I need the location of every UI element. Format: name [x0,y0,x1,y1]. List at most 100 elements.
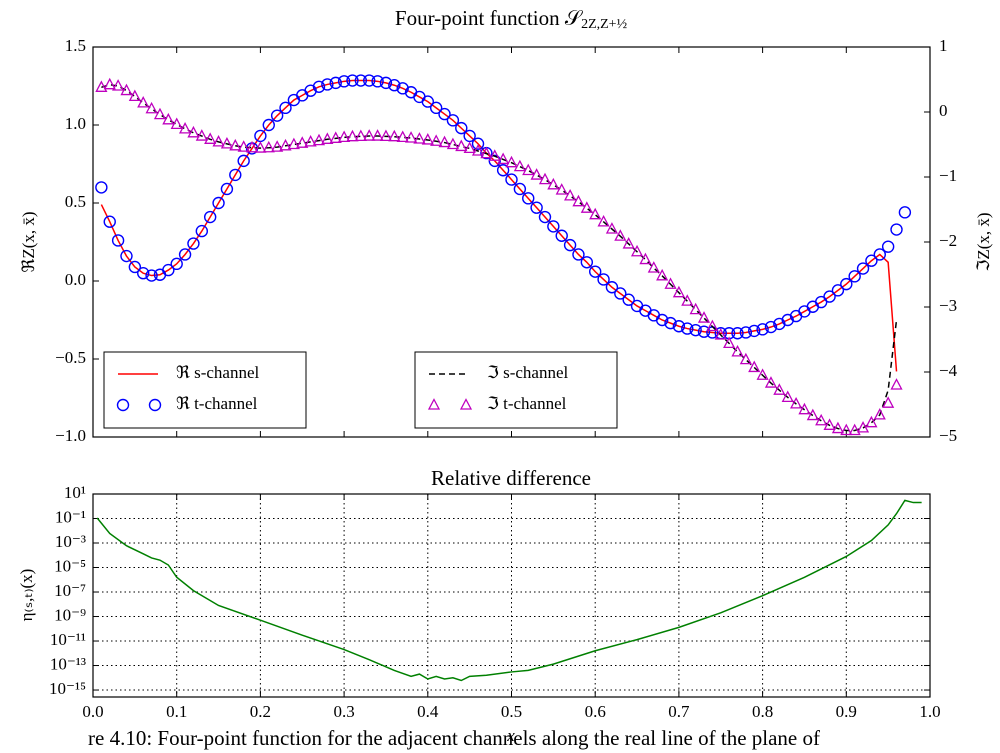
marker [396,130,409,142]
marker [488,149,501,161]
marker [731,344,744,357]
marker [622,293,635,306]
marker [430,134,443,146]
marker [371,129,384,141]
y2-tick-label: −3 [939,296,957,315]
plot-area [95,74,912,436]
marker [346,129,359,142]
x-tick-label: 0.9 [836,702,857,721]
marker [321,78,334,91]
marker [781,390,794,402]
y2-tick-label: −2 [939,231,957,250]
series-line [96,499,922,682]
y-tick-label: 10¹ [64,483,86,502]
marker [497,152,510,165]
marker [279,138,292,151]
marker [337,75,351,88]
marker [262,140,275,153]
marker [898,206,912,219]
marker [287,137,300,150]
marker [856,262,870,275]
y2-tick-label: −1 [939,166,957,185]
marker [555,229,568,242]
marker [689,302,702,315]
marker [220,136,233,149]
marker [672,285,685,298]
y2-axis-label: ℑZ(x, x̄) [974,212,993,271]
title-main: Four-point function 𝒮 [395,6,584,30]
marker [764,320,778,334]
y-tick-label: 10⁻¹⁵ [49,679,86,698]
marker [831,421,845,434]
marker [463,129,476,143]
marker [589,265,602,278]
marker [672,320,686,333]
subplot-title: Relative difference [431,466,591,490]
y-tick-label: 0.5 [65,192,86,211]
y2-tick-label: 0 [939,101,948,120]
y-tick-label: 0.0 [65,270,86,289]
marker [153,107,167,120]
y-tick-label: 10⁻⁹ [54,605,86,624]
marker [505,155,518,168]
marker [245,140,259,153]
marker [488,154,501,168]
marker [865,415,878,428]
marker [697,325,711,338]
axes-frame [92,493,931,698]
marker [547,220,560,233]
marker [148,398,162,412]
marker [455,139,468,152]
x-tick-label: 0.5 [501,702,522,721]
x-tick-label: 0.0 [82,702,103,721]
axes-frame [92,46,931,438]
marker [346,74,359,87]
marker [848,423,861,436]
marker [806,408,819,421]
marker [103,77,116,90]
marker [723,336,736,349]
plot-area [96,499,922,682]
marker [622,237,635,249]
marker [220,182,234,196]
marker [229,168,242,182]
series-line [100,79,898,372]
marker [271,140,284,152]
marker [128,89,141,102]
marker [145,269,158,282]
marker [890,378,903,390]
marker [773,383,786,395]
legend-label: ℑ t-channel [487,394,567,413]
marker [564,188,577,201]
marker [312,133,326,146]
marker [203,210,217,224]
marker [655,313,669,327]
marker [689,323,702,337]
marker [882,396,895,408]
marker [137,96,150,108]
x-tick-label: 1.0 [919,702,940,721]
marker [204,132,217,144]
y-tick-label: −1.0 [55,426,86,445]
marker [270,109,284,122]
marker [790,396,803,409]
marker [363,74,376,87]
marker [388,129,401,142]
marker [312,80,326,93]
marker [321,132,334,144]
legend-label: ℜ s-channel [176,363,260,382]
marker [137,267,150,280]
marker [95,181,108,194]
y-axis-label: ℜZ(x, x̄) [19,211,38,272]
y-tick-label: 10⁻¹ [55,507,86,526]
marker [605,222,619,234]
marker [865,254,878,267]
marker [823,418,836,430]
title-subscript: 2Z,Z+½ [581,17,627,32]
marker [890,223,903,236]
marker [178,248,192,261]
marker [848,270,861,283]
y-tick-label: −0.5 [55,348,86,367]
marker [187,237,200,250]
